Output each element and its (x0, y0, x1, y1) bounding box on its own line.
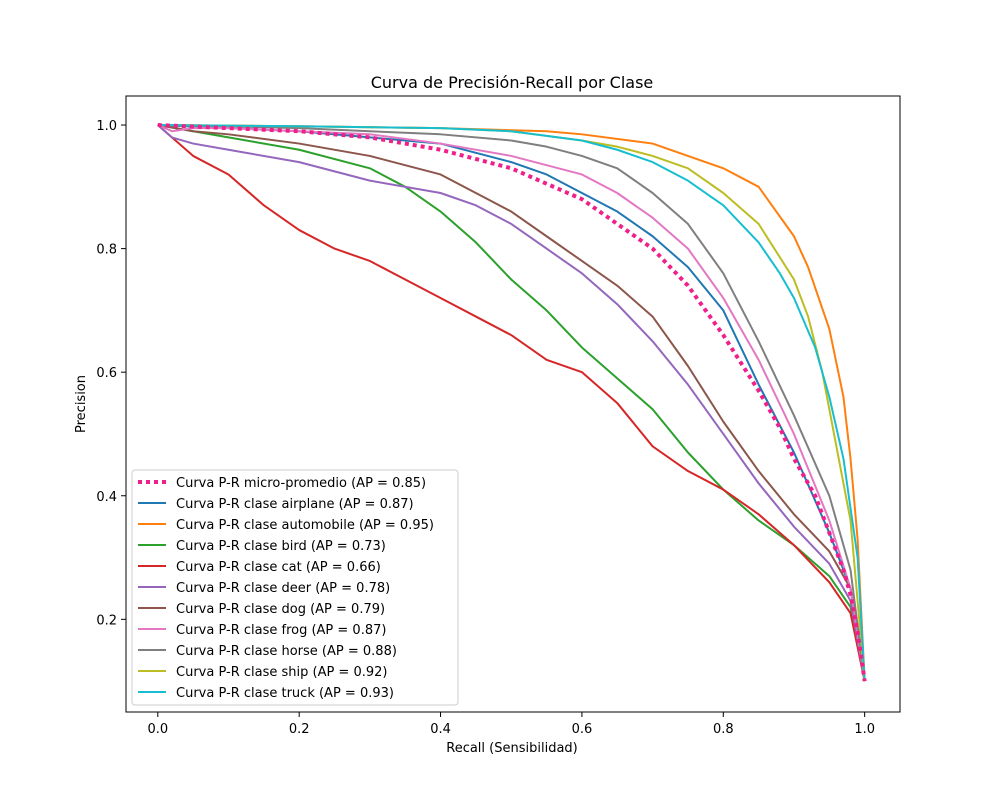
plot-area (125, 95, 901, 713)
x-axis-label: Recall (Sensibilidad) (446, 741, 578, 756)
series-line-8 (157, 124, 866, 682)
x-tick-label: 0.4 (430, 722, 451, 737)
legend-label: Curva P-R clase cat (AP = 0.66) (176, 560, 381, 575)
legend-frame (131, 469, 459, 706)
y-tick-label: 0.4 (96, 490, 117, 505)
legend: Curva P-R micro-promedio (AP = 0.85) Curv… (131, 469, 459, 706)
x-tick-label: 0.6 (572, 722, 593, 737)
legend-label: Curva P-R clase dog (AP = 0.79) (176, 602, 385, 617)
y-axis-ticks: 0.2 0.4 0.6 0.8 1.0 (96, 119, 126, 628)
series-line-5 (157, 124, 866, 682)
legend-label: Curva P-R clase automobile (AP = 0.95) (176, 518, 434, 533)
y-tick-label: 0.8 (96, 243, 117, 258)
legend-label: Curva P-R clase bird (AP = 0.73) (176, 539, 386, 554)
chart-title: Curva de Precisión-Recall por Clase (371, 73, 654, 92)
legend-label: Curva P-R clase truck (AP = 0.93) (176, 686, 394, 701)
legend-label: Curva P-R clase ship (AP = 0.92) (176, 665, 387, 680)
y-tick-label: 0.2 (96, 613, 117, 628)
series-line-10 (157, 124, 866, 682)
legend-label: Curva P-R clase deer (AP = 0.78) (176, 581, 390, 596)
legend-label: Curva P-R clase airplane (AP = 0.87) (176, 497, 414, 512)
series-line-0 (157, 123, 867, 682)
x-tick-label: 0.8 (713, 722, 734, 737)
y-tick-label: 0.6 (96, 366, 117, 381)
series-layer (157, 123, 867, 682)
plot-frame (125, 95, 901, 713)
x-tick-label: 0.0 (147, 722, 168, 737)
legend-label: Curva P-R clase frog (AP = 0.87) (176, 623, 386, 638)
legend-label: Curva P-R micro-promedio (AP = 0.85) (176, 476, 426, 491)
series-line-4 (157, 124, 866, 682)
legend-items: Curva P-R micro-promedio (AP = 0.85) Curv… (138, 476, 434, 701)
series-line-1 (157, 124, 866, 682)
legend-label: Curva P-R clase horse (AP = 0.88) (176, 644, 397, 659)
x-tick-label: 1.0 (854, 722, 875, 737)
x-tick-label: 0.2 (289, 722, 310, 737)
x-axis-ticks: 0.0 0.2 0.4 0.6 0.8 1.0 (147, 712, 875, 737)
y-tick-label: 1.0 (96, 119, 117, 134)
series-line-6 (157, 124, 866, 682)
y-axis-label: Precision (74, 375, 89, 433)
